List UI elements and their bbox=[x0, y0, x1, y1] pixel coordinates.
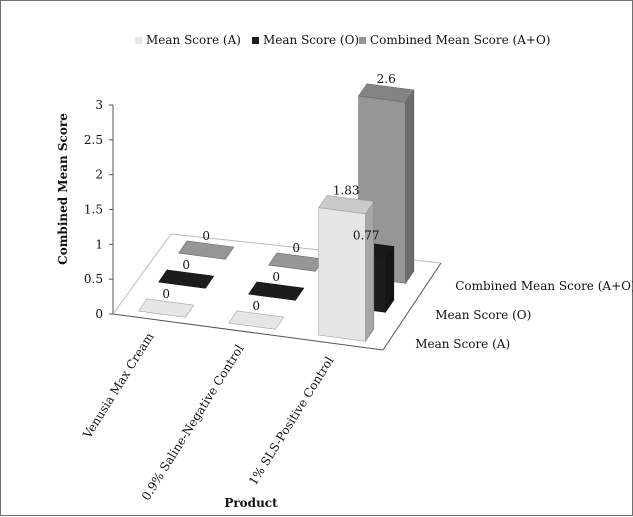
series-axis-labels: Mean Score (A) Mean Score (O) Combined Mea… bbox=[415, 279, 633, 351]
bar-combined-mean-score-a-o-0-9-saline-negative-control bbox=[268, 252, 325, 272]
value-label: 1.83 bbox=[333, 184, 360, 198]
y-axis-title: Combined Mean Score bbox=[56, 113, 70, 265]
legend-label-mean-score-a: Mean Score (A) bbox=[146, 33, 241, 47]
legend-label-mean-score-o: Mean Score (O) bbox=[263, 33, 359, 47]
floor-left-edge bbox=[112, 233, 172, 315]
value-label: 0 bbox=[182, 258, 190, 272]
value-label: 0.77 bbox=[353, 229, 380, 243]
bar-flat bbox=[228, 310, 285, 330]
series-axis-label: Mean Score (O) bbox=[435, 308, 531, 322]
bar-mean-score-a-0-9-saline-negative-control bbox=[228, 310, 285, 330]
value-labels: 0 0 2.6 0 0 0.77 0 0 1.83 bbox=[162, 72, 395, 313]
legend-swatch-combined-mean-score bbox=[359, 37, 366, 44]
value-label: 0 bbox=[202, 229, 210, 243]
category-label: 1% SLS-Positive Control bbox=[246, 354, 337, 488]
bars bbox=[138, 83, 415, 343]
y-tick-label: 1.5 bbox=[84, 203, 103, 217]
depth-axis-line bbox=[382, 262, 442, 351]
legend-swatch-mean-score-o bbox=[252, 37, 259, 44]
bar-mean-score-o-venusia-max-cream bbox=[158, 269, 215, 289]
value-label: 2.6 bbox=[377, 72, 396, 86]
bar-mean-score-o-0-9-saline-negative-control bbox=[248, 281, 305, 301]
bar-mean-score-a-1-sls-positive-control bbox=[318, 195, 375, 343]
category-label: Venusia Max Cream bbox=[80, 330, 157, 442]
value-label: 0 bbox=[292, 241, 300, 255]
bar-flat bbox=[178, 240, 235, 260]
bar-flat bbox=[248, 281, 305, 301]
bar-side bbox=[405, 89, 415, 285]
category-label: 0.9% Saline-Negative Control bbox=[139, 342, 247, 503]
legend-swatch-mean-score-a bbox=[135, 37, 142, 44]
bar-mean-score-a-venusia-max-cream bbox=[138, 298, 195, 318]
x-axis-title: Product bbox=[224, 496, 278, 510]
y-tick-label: 1 bbox=[95, 237, 103, 251]
bar-flat bbox=[268, 252, 325, 272]
y-tick-label: 3 bbox=[95, 98, 103, 112]
legend-label-combined-mean-score: Combined Mean Score (A+O) bbox=[370, 33, 550, 47]
value-label: 0 bbox=[162, 287, 170, 301]
floor-front-edge bbox=[112, 313, 384, 351]
y-tick-label: 0 bbox=[95, 307, 103, 321]
bar-top bbox=[358, 83, 415, 103]
legend: Mean Score (A) Mean Score (O) Combined M… bbox=[135, 33, 550, 47]
bar-combined-mean-score-a-o-venusia-max-cream bbox=[178, 240, 235, 260]
y-tick-label: 2 bbox=[95, 168, 103, 182]
bar-flat bbox=[158, 269, 215, 289]
value-label: 0 bbox=[252, 299, 260, 313]
bar-combined-mean-score-a-o-1-sls-positive-control bbox=[358, 83, 415, 285]
y-tick-label: 0.5 bbox=[84, 272, 103, 286]
y-axis-ticks: 0 0.5 1 1.5 2 2.5 3 bbox=[84, 98, 113, 321]
series-axis-label: Mean Score (A) bbox=[415, 337, 510, 351]
value-label: 0 bbox=[272, 270, 280, 284]
y-tick-label: 2.5 bbox=[84, 133, 103, 147]
bar-flat bbox=[138, 298, 195, 318]
series-axis-label: Combined Mean Score (A+O) bbox=[455, 279, 633, 293]
bar-side bbox=[365, 200, 375, 343]
bar-top bbox=[318, 195, 375, 215]
